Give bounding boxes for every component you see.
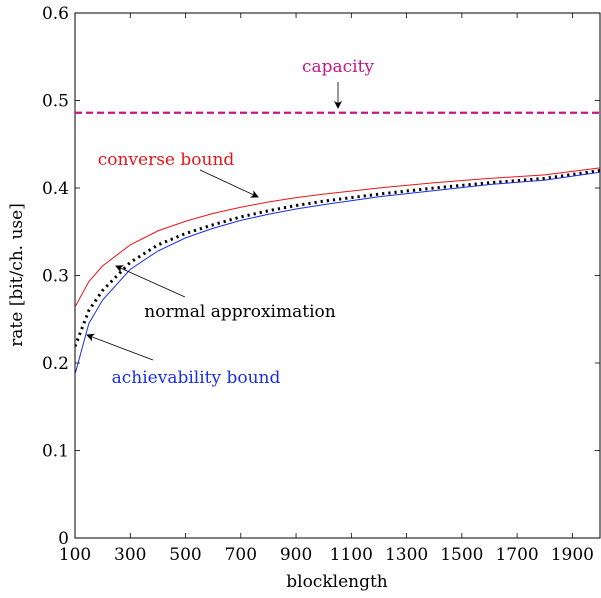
x-tick-label: 1100 (330, 545, 373, 565)
achievability-bound-label: achievability bound (112, 368, 281, 388)
y-tick-label: 0.4 (42, 179, 69, 199)
y-axis-label: rate [bit/ch. use] (7, 203, 27, 347)
x-axis-label: blocklength (286, 572, 388, 592)
y-tick-label: 0.3 (42, 267, 69, 287)
y-tick-label: 0 (58, 529, 69, 549)
achievability-bound-arrow (86, 333, 154, 361)
achievability-bound-line (75, 171, 600, 375)
x-tick-label: 100 (59, 545, 91, 565)
x-tick-label: 1300 (385, 545, 428, 565)
y-tick-label: 0.1 (42, 442, 69, 462)
converse-bound-line (75, 167, 600, 308)
x-tick-label: 1500 (440, 545, 483, 565)
converse-bound-label: converse bound (98, 150, 235, 170)
series-layer (75, 111, 600, 375)
converse-bound-arrow (199, 169, 259, 198)
normal-approximation-label: normal approximation (144, 302, 335, 322)
axis-ticks (74, 12, 600, 539)
x-tick-label: 300 (114, 545, 146, 565)
capacity-label: capacity (302, 57, 374, 77)
y-tick-label: 0.6 (42, 4, 69, 24)
x-tick-label: 900 (280, 545, 312, 565)
normal-approximation-line (75, 169, 600, 347)
x-tick-label: 1700 (495, 545, 538, 565)
plot-frame (74, 12, 601, 539)
axis-tick-labels: 100 300 500 700 900 1100 1300 1500 1700 1900 0 0.1 0… (42, 4, 594, 565)
normal-approximation-arrow (115, 265, 186, 298)
y-tick-label: 0.2 (42, 354, 69, 374)
y-tick-label: 0.5 (42, 92, 69, 112)
x-tick-label: 500 (169, 545, 201, 565)
x-tick-label: 1900 (551, 545, 594, 565)
x-tick-label: 700 (225, 545, 257, 565)
